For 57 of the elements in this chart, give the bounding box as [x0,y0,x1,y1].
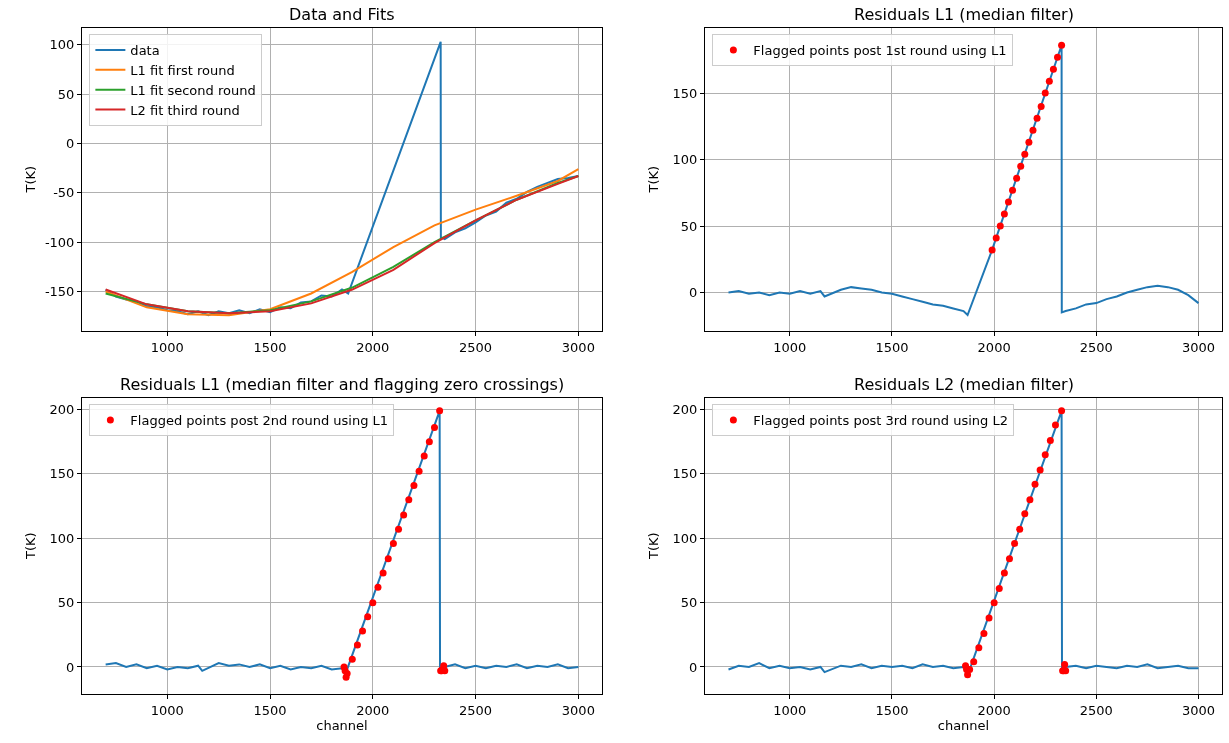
x-tick-label: 1500 [875,339,909,355]
legend-label: L2 fit third round [130,102,240,118]
y-axis-title: T(K) [645,165,661,194]
y-tick-label: 150 [672,466,698,482]
chart-title: Data and Fits [289,5,395,24]
x-tick-label: 1000 [773,702,807,718]
y-tick-label: 0 [689,659,698,675]
y-tick-label: 50 [57,86,75,102]
x-tick-label: 1500 [875,702,909,718]
y-tick-label: 0 [66,136,75,152]
x-tick-label: 3000 [1181,339,1216,355]
y-tick-label: 200 [49,402,75,418]
y-tick-label: -50 [53,185,75,201]
legend-label: Flagged points post 3rd round using L2 [753,412,1008,428]
x-tick-label: 2500 [459,702,493,718]
x-tick-label: 2000 [356,702,390,718]
x-tick-label: 1500 [253,339,287,355]
y-axis-title: T(K) [23,532,38,560]
y-tick-label: 0 [689,285,698,301]
chart-title: Residuals L1 (median filter) [854,5,1074,24]
x-tick-label: 2500 [459,339,493,355]
legend-label: Flagged points post 2nd round using L1 [130,412,389,428]
legend-label: Flagged points post 1st round using L1 [753,42,1007,58]
x-tick-label: 1500 [253,702,287,718]
y-tick-label: 50 [57,595,75,611]
x-tick-label: 2500 [1079,702,1113,718]
y-tick-label: 150 [672,85,698,101]
x-tick-label: 3000 [561,339,595,355]
y-tick-label: 100 [49,37,75,53]
legend-label: data [130,42,160,58]
x-axis-title: channel [316,718,368,734]
y-tick-label: 200 [672,402,698,418]
y-tick-label: 100 [49,530,75,546]
x-axis-title: channel [937,718,990,734]
y-axis-title: T(K) [646,532,661,560]
chart-title: Residuals L2 (median filter) [854,375,1074,394]
y-tick-label: 50 [680,218,698,234]
x-tick-label: 2000 [356,339,390,355]
x-tick-label: 2500 [1079,339,1113,355]
x-tick-label: 3000 [561,702,595,718]
y-tick-label: 100 [672,530,698,546]
y-tick-label: 0 [66,659,75,675]
x-tick-label: 2000 [977,702,1011,718]
legend-label: L1 fit first round [130,62,235,78]
y-tick-label: 50 [680,595,698,611]
chart-title: Residuals L1 (median filter and flagging zero crossings) [120,375,565,394]
x-tick-label: 1000 [150,339,184,355]
legend-label: L1 fit second round [130,82,256,98]
x-tick-label: 3000 [1181,702,1216,718]
x-tick-label: 2000 [977,339,1011,355]
y-tick-label: 100 [672,152,698,168]
y-tick-label: -150 [44,284,75,300]
y-tick-label: 150 [49,466,75,482]
y-tick-label: -100 [44,234,75,250]
x-tick-label: 1000 [150,702,184,718]
x-tick-label: 1000 [773,339,807,355]
y-axis-title: T(K) [22,165,38,194]
